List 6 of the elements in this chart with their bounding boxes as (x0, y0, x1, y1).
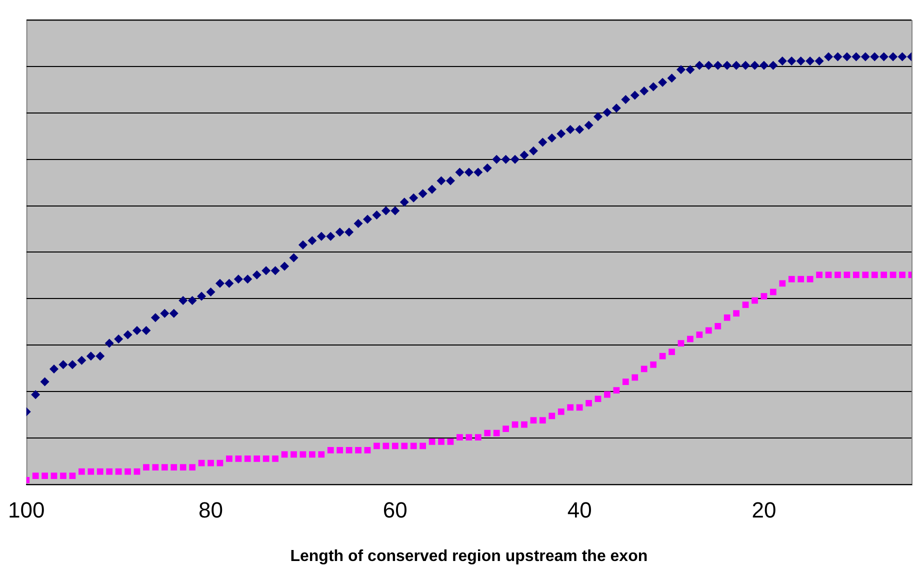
x-tick-label: 20 (752, 498, 776, 523)
x-tick-label: 80 (198, 498, 223, 523)
x-axis-title: Length of conserved region upstream the exon (290, 548, 648, 565)
x-tick-label: 60 (382, 498, 408, 523)
x-tick-label: 100 (8, 498, 45, 523)
x-tick-label: 40 (567, 498, 592, 523)
